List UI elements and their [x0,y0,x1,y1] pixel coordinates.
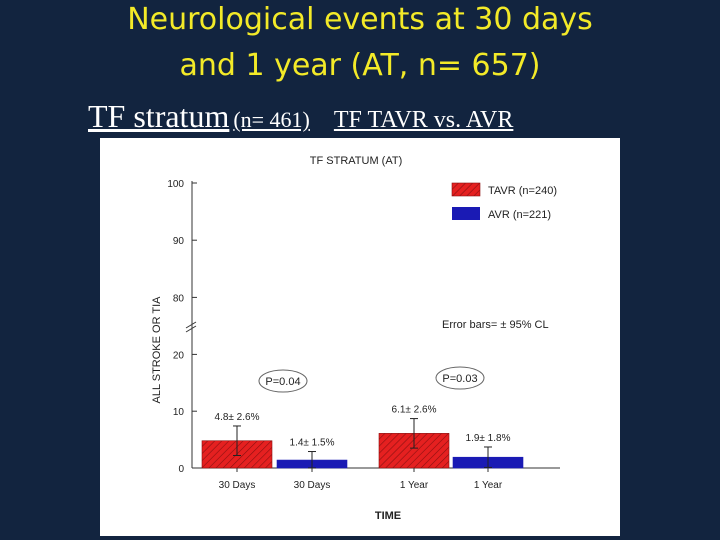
chart-title: TF STRATUM (AT) [310,155,402,167]
stroke-bar-chart: TF STRATUM (AT) ALL STROKE OR TIA TIME 0… [151,155,560,522]
p-value-30-days: P=0.04 [265,376,300,388]
p-value-annotation-1-year: P=0.03 [435,366,485,390]
y-tick-label: 20 [173,350,185,361]
y-tick-label: 80 [173,293,185,304]
subtitle-comparison: TF TAVR vs. AVR [333,107,514,133]
bars: 4.8± 2.6% 1.4± 1.5% 6.1± 2.6% 1.9± 1.8% [201,405,524,469]
p-value-1-year: P=0.03 [442,373,477,385]
slide-subtitle: TF stratum (n= 461) TF TAVR vs. AVR [88,98,648,135]
x-tick-label: 30 Days [219,480,256,491]
y-axis-title: ALL STROKE OR TIA [151,296,163,404]
x-axis-title: TIME [375,510,401,522]
y-ticks: 0 10 20 80 90 100 [167,179,197,475]
legend-swatch-tavr [451,182,481,197]
legend-label-avr: AVR (n=221) [488,209,551,221]
x-ticks: 30 Days 30 Days 1 Year 1 Year [219,468,503,491]
y-axis-break-mark [185,321,197,333]
legend: TAVR (n=240) AVR (n=221) [451,182,557,221]
y-tick-label: 0 [178,464,184,475]
data-label: 4.8± 2.6% [215,412,260,423]
slide-title-line-1: Neurological events at 30 days [127,2,593,37]
legend-label-tavr: TAVR (n=240) [488,185,557,197]
x-tick-label: 1 Year [400,480,429,491]
error-bars-note: Error bars= ± 95% CL [442,319,549,331]
data-label: 6.1± 2.6% [392,405,437,416]
data-label: 1.4± 1.5% [290,438,335,449]
x-tick-label: 30 Days [294,480,331,491]
slide-title-line-2: and 1 year (AT, n= 657) [179,48,541,83]
chart-panel: TF STRATUM (AT) ALL STROKE OR TIA TIME 0… [100,138,620,536]
data-label: 1.9± 1.8% [466,433,511,444]
y-tick-label: 10 [173,407,185,418]
x-tick-label: 1 Year [474,480,503,491]
subtitle-stratum: TF stratum [88,98,230,134]
legend-swatch-avr [452,207,480,220]
subtitle-count: (n= 461) [233,107,310,132]
p-value-annotation-30-days: P=0.04 [258,369,308,393]
y-tick-label: 100 [167,179,184,190]
y-tick-label: 90 [173,236,185,247]
